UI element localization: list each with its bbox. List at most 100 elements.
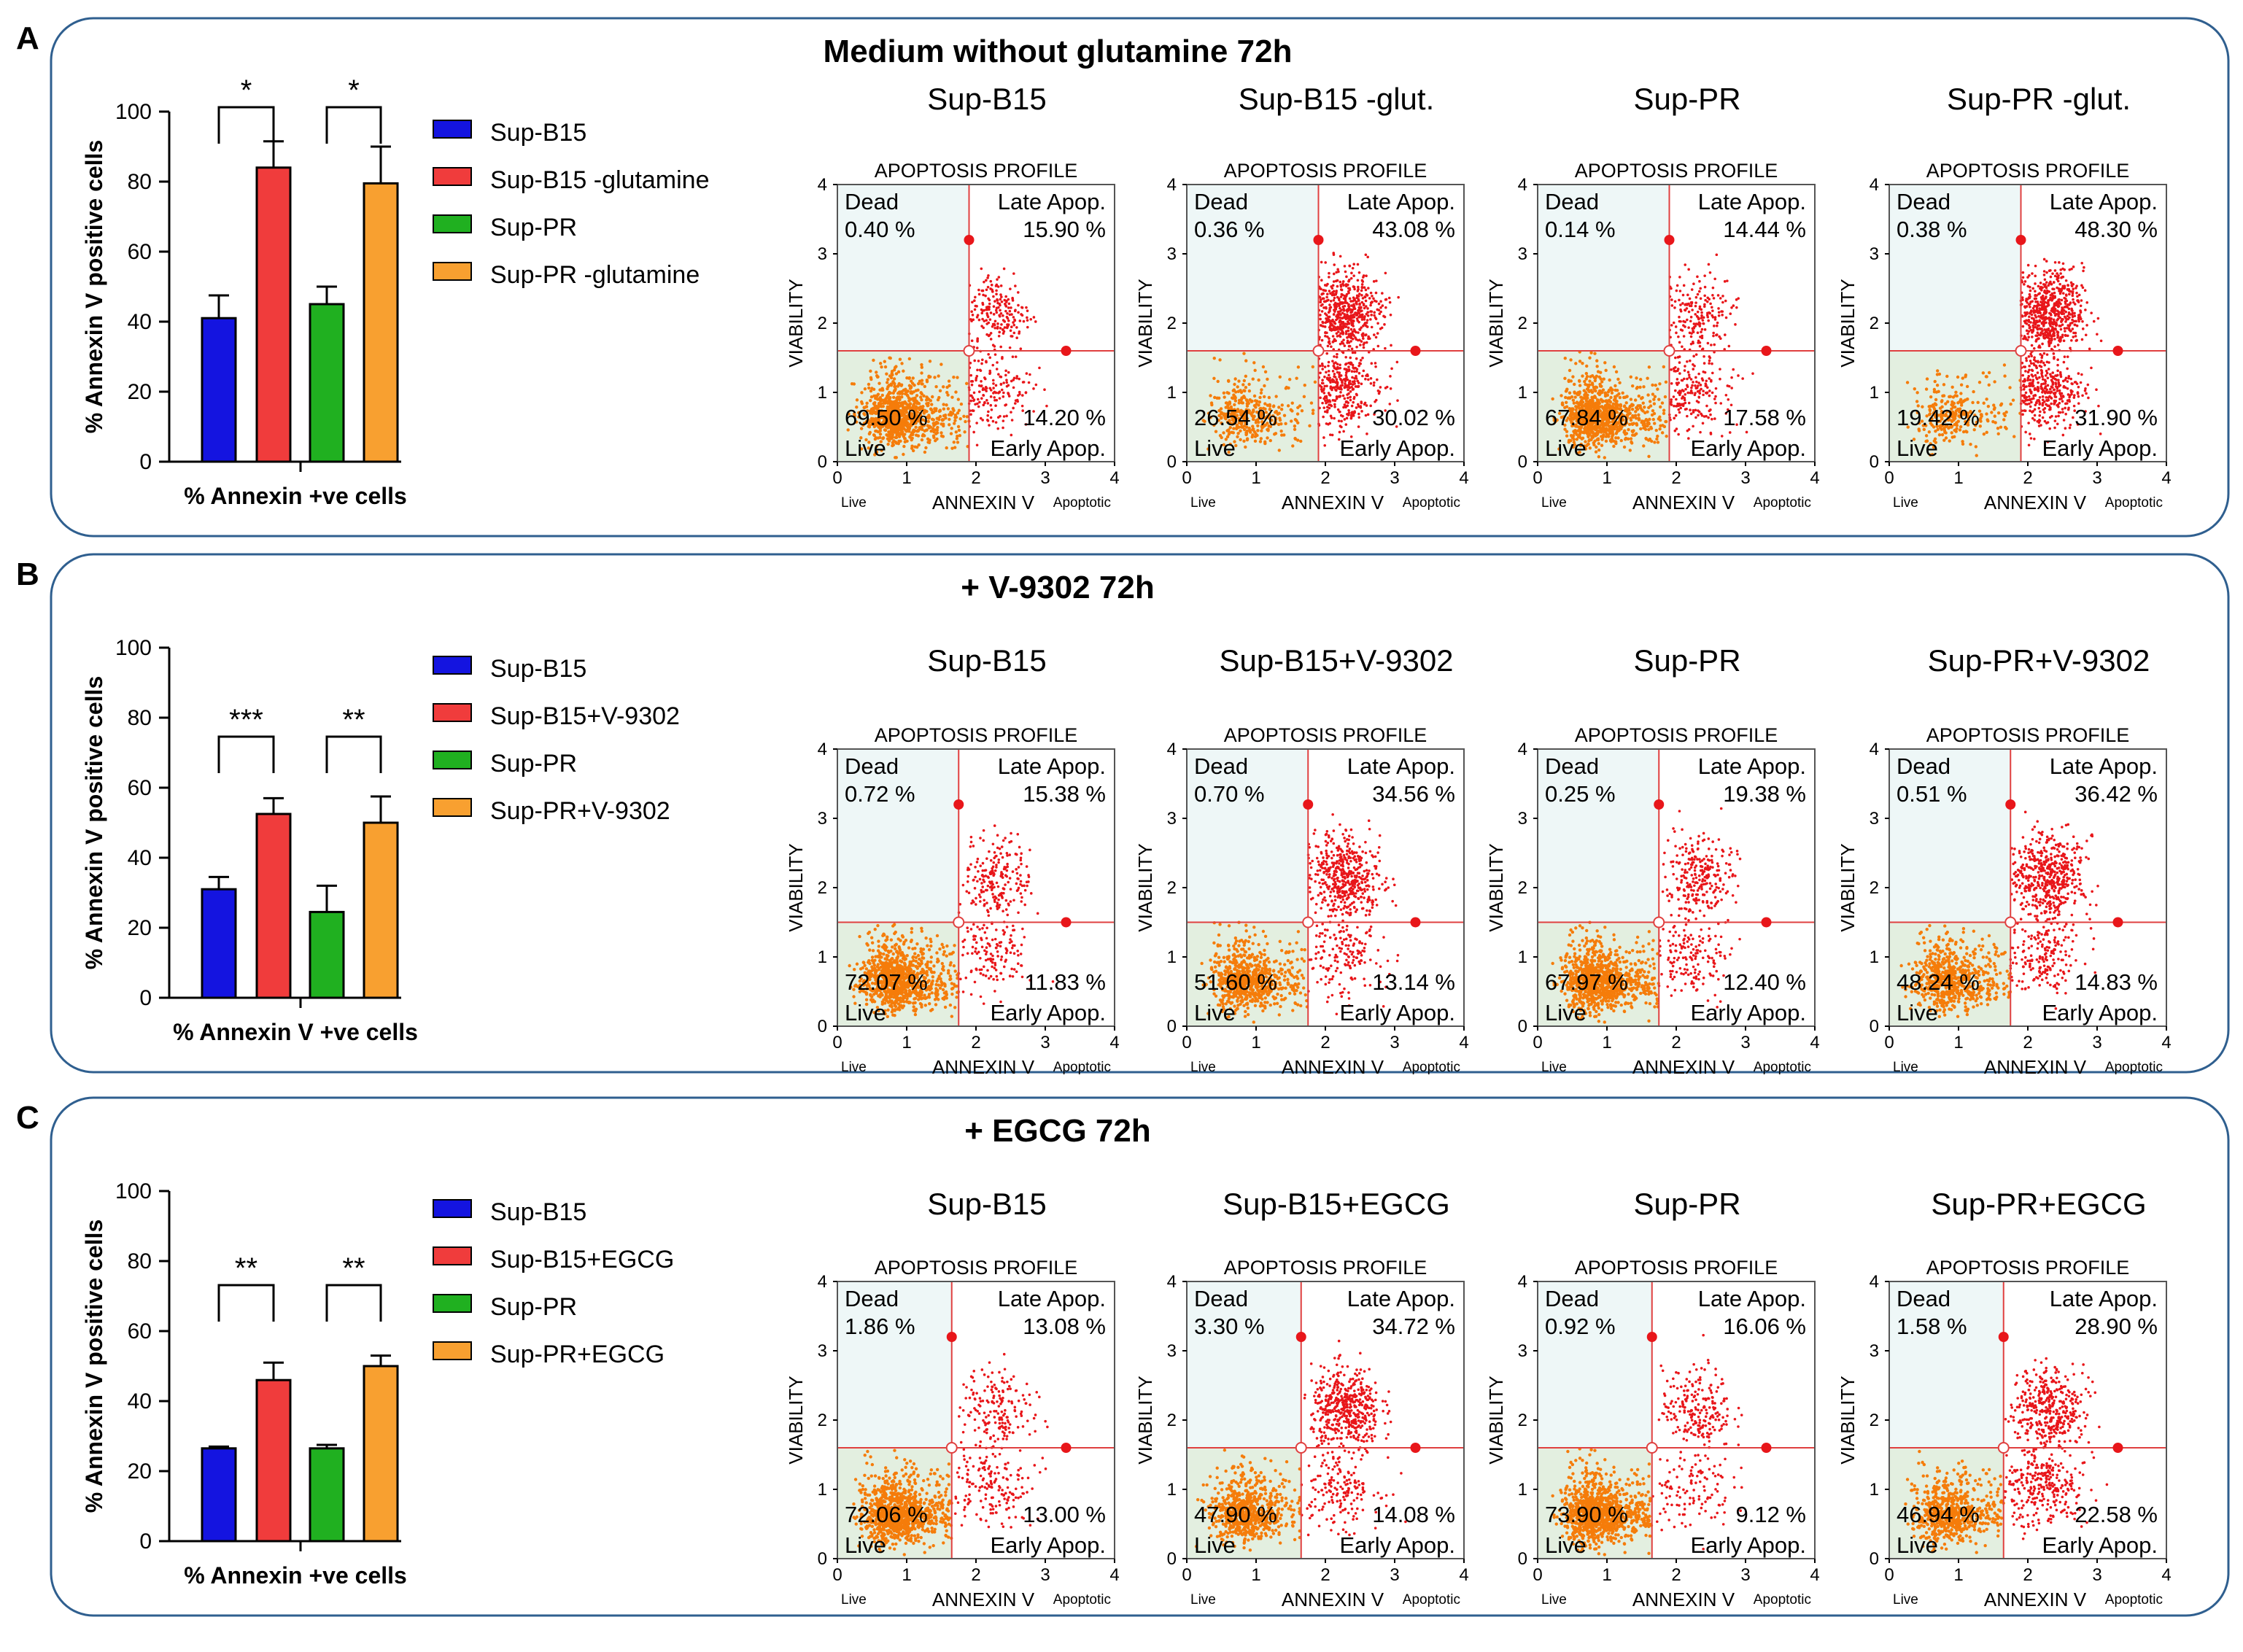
event-dot	[1348, 297, 1352, 300]
event-dot	[1371, 300, 1374, 303]
gate-handle-right	[1410, 346, 1421, 356]
event-dot	[1694, 384, 1697, 387]
event-dot	[1713, 398, 1716, 400]
event-dot	[1263, 384, 1266, 388]
event-dot	[2053, 307, 2056, 311]
event-dot	[1252, 394, 1257, 398]
event-dot	[1603, 394, 1608, 398]
event-dot	[1718, 335, 1721, 338]
event-dot	[929, 399, 933, 403]
event-dot	[1357, 331, 1360, 334]
live-percent: 26.54 %	[1194, 405, 1277, 430]
event-dot	[1564, 395, 1568, 400]
event-dot	[2075, 291, 2078, 295]
event-dot	[1348, 264, 1352, 268]
event-dot	[1342, 307, 1345, 311]
event-dot	[1714, 401, 1717, 405]
event-dot	[999, 383, 1003, 386]
event-dot	[2050, 282, 2053, 286]
event-dot	[1328, 306, 1331, 310]
event-dot	[1325, 401, 1328, 405]
event-dot	[1351, 300, 1355, 303]
event-dot	[1358, 327, 1361, 331]
event-dot	[2028, 315, 2031, 319]
event-dot	[1574, 362, 1578, 365]
event-dot	[1253, 439, 1258, 443]
event-dot	[995, 289, 998, 292]
event-dot	[1959, 392, 1963, 395]
event-dot	[1603, 430, 1607, 434]
event-dot	[1698, 305, 1702, 309]
event-dot	[1677, 335, 1680, 338]
event-dot	[1002, 426, 1004, 430]
event-dot	[2039, 333, 2042, 337]
event-dot	[886, 381, 889, 384]
event-dot	[855, 398, 859, 402]
event-dot	[1653, 395, 1657, 398]
event-dot	[2071, 294, 2075, 298]
event-dot	[1686, 384, 1689, 387]
event-dot	[1372, 381, 1376, 384]
event-dot	[1362, 303, 1365, 307]
event-dot	[1021, 381, 1025, 384]
event-dot	[1236, 435, 1239, 439]
event-dot	[1647, 365, 1651, 369]
event-dot	[1360, 382, 1363, 386]
event-dot	[2068, 328, 2071, 332]
event-dot	[993, 353, 997, 356]
event-dot	[1638, 378, 1643, 381]
event-dot	[1696, 292, 1700, 296]
event-dot	[1637, 394, 1641, 398]
event-dot	[1365, 274, 1368, 278]
event-dot	[1603, 456, 1606, 459]
event-dot	[2069, 346, 2072, 350]
event-dot	[1384, 346, 1387, 350]
event-dot	[2048, 334, 2051, 337]
event-dot	[1915, 391, 1919, 395]
event-dot	[989, 338, 993, 341]
event-dot	[1682, 335, 1686, 338]
event-dot	[1982, 432, 1986, 436]
event-dot	[952, 441, 956, 444]
live-label: Live	[1194, 435, 1236, 461]
event-dot	[975, 376, 978, 380]
event-dot	[1370, 362, 1374, 365]
event-dot	[1987, 383, 1991, 387]
event-dot	[2064, 317, 2067, 319]
event-dot	[1328, 290, 1331, 292]
event-dot	[1013, 309, 1017, 313]
event-dot	[1374, 398, 1378, 402]
event-dot	[1012, 321, 1015, 324]
event-dot	[1678, 319, 1681, 323]
event-dot	[956, 376, 959, 379]
gate-handle-center	[1663, 345, 1676, 357]
event-dot	[2056, 358, 2059, 361]
event-dot	[1724, 316, 1728, 319]
event-dot	[857, 411, 861, 414]
event-dot	[928, 360, 932, 363]
event-dot	[1629, 398, 1633, 401]
event-dot	[2052, 318, 2056, 322]
event-dot	[880, 365, 883, 369]
event-dot	[1320, 310, 1324, 313]
event-dot	[942, 403, 945, 406]
event-dot	[1593, 439, 1597, 443]
event-dot	[980, 289, 984, 292]
event-dot	[891, 395, 896, 400]
event-dot	[980, 311, 984, 315]
event-dot	[1034, 383, 1038, 387]
event-dot	[1233, 382, 1236, 387]
event-dot	[1700, 308, 1703, 311]
dead-percent: 0.36 %	[1194, 217, 1265, 242]
event-dot	[982, 387, 985, 390]
event-dot	[2038, 303, 2042, 307]
x-axis-left-label: Live	[1190, 495, 1216, 511]
event-dot	[2026, 338, 2029, 341]
event-dot	[2082, 269, 2085, 273]
event-dot	[1951, 395, 1956, 399]
event-dot	[1614, 395, 1617, 399]
event-dot	[1325, 314, 1328, 317]
event-dot	[1020, 313, 1023, 316]
event-dot	[1000, 300, 1004, 303]
event-dot	[1361, 357, 1364, 360]
